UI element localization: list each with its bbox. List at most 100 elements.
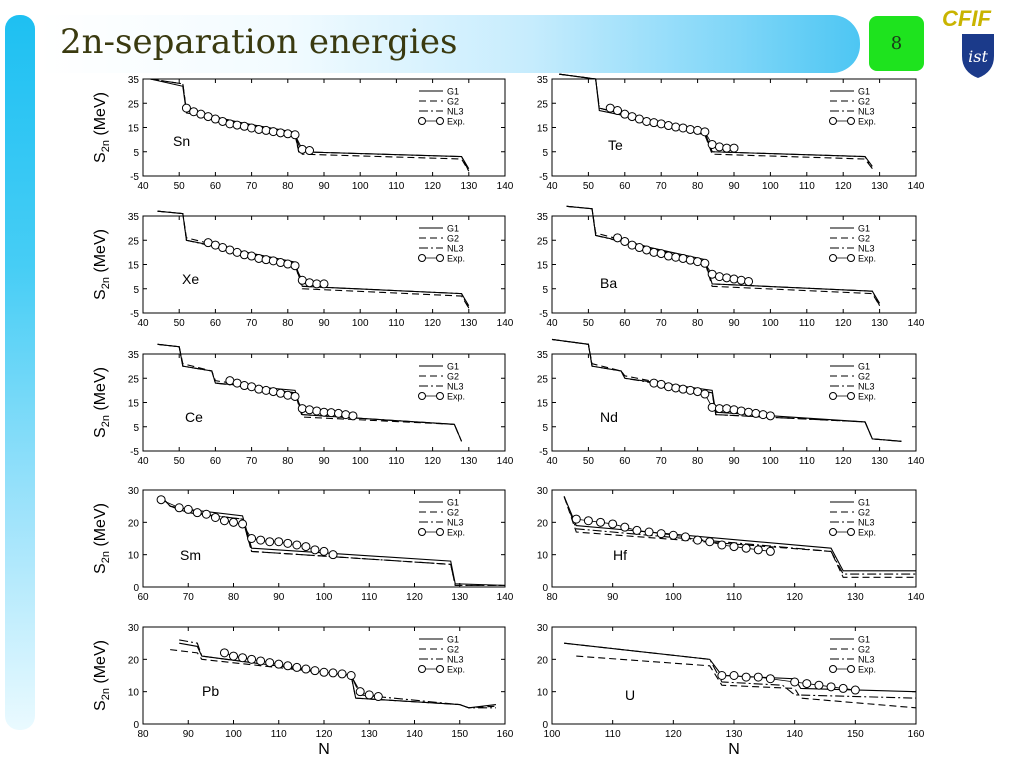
legend-entry-label: G1 xyxy=(858,87,870,97)
exp-data-point xyxy=(254,253,264,263)
element-label: Hf xyxy=(613,547,627,563)
x-tick-label: 140 xyxy=(908,456,925,467)
series-nl3-line xyxy=(551,338,902,442)
legend-exp-marker xyxy=(436,665,444,673)
exp-data-point xyxy=(239,381,249,391)
y-tick-label: 30 xyxy=(128,623,140,634)
y-tick-label: 5 xyxy=(542,285,548,296)
x-tick-label: 110 xyxy=(388,456,404,467)
x-tick-label: 110 xyxy=(799,318,815,329)
x-tick-label: 60 xyxy=(619,181,631,192)
y-tick-label: 20 xyxy=(128,655,140,666)
shield-icon xyxy=(962,34,994,78)
exp-data-point xyxy=(238,519,248,529)
exp-data-point xyxy=(685,124,695,134)
exp-data-point xyxy=(671,383,681,393)
exp-data-point xyxy=(346,671,356,680)
exp-data-point xyxy=(663,121,673,131)
exp-data-point xyxy=(790,677,800,687)
exp-data-point xyxy=(301,542,311,552)
exp-data-point xyxy=(753,545,763,555)
exp-data-point xyxy=(714,272,724,282)
x-tick-label: 70 xyxy=(656,181,668,192)
legend-exp-marker xyxy=(829,528,837,536)
legend-exp-marker xyxy=(418,117,426,125)
legend-exp-marker xyxy=(847,254,855,262)
exp-data-point xyxy=(312,406,322,416)
exp-data-point xyxy=(729,542,739,552)
legend-entry-label: G2 xyxy=(447,508,459,518)
exp-data-point xyxy=(814,680,824,690)
y-tick-label: 0 xyxy=(542,720,548,731)
x-tick-label: 140 xyxy=(786,729,803,740)
y-tick-label: -5 xyxy=(130,172,139,183)
exp-data-point xyxy=(174,503,184,513)
exp-data-point xyxy=(254,124,264,134)
y-tick-label: 5 xyxy=(542,148,548,159)
exp-data-point xyxy=(283,259,293,269)
x-tick-label: 140 xyxy=(908,181,925,192)
x-tick-label: 50 xyxy=(583,181,595,192)
exp-data-point xyxy=(620,236,630,246)
chart-panel-ce: 40 50 60 70 80 90 100 110 120 130 140 -5 5 15 25 35 S2n … xyxy=(92,343,514,467)
y-tick-label: 20 xyxy=(537,655,549,666)
y-tick-label: -5 xyxy=(130,309,139,320)
exp-data-point xyxy=(328,550,338,560)
legend-entry-label: Exp. xyxy=(447,392,465,402)
exp-data-point xyxy=(292,540,302,550)
legend-entry-label: Exp. xyxy=(858,528,876,538)
legend-entry-label: G1 xyxy=(858,224,870,234)
x-tick-label: 120 xyxy=(835,181,852,192)
legend-exp-marker xyxy=(418,254,426,262)
element-label: Ce xyxy=(185,409,203,425)
x-tick-label: 50 xyxy=(174,181,186,192)
exp-data-point xyxy=(337,669,347,679)
x-tick-label: 110 xyxy=(388,181,404,192)
exp-data-point xyxy=(319,546,329,556)
x-tick-label: 150 xyxy=(847,729,864,740)
legend-entry-label: G1 xyxy=(447,498,459,508)
legend-entry-label: NL3 xyxy=(858,518,875,528)
legend-entry-label: NL3 xyxy=(858,244,875,254)
legend-exp-marker xyxy=(847,117,855,125)
exp-data-point xyxy=(225,119,235,129)
exp-data-point xyxy=(305,405,315,415)
exp-data-point xyxy=(201,509,211,519)
legend-entry-label: G1 xyxy=(858,635,870,645)
exp-data-point xyxy=(596,517,606,527)
x-tick-label: 50 xyxy=(583,318,595,329)
exp-data-point xyxy=(700,389,710,399)
x-tick-label: 90 xyxy=(318,181,330,192)
exp-data-point xyxy=(753,672,763,682)
y-tick-label: 35 xyxy=(537,75,549,86)
element-label: Pb xyxy=(202,683,219,699)
legend-entry-label: G1 xyxy=(447,362,459,372)
x-tick-label: 90 xyxy=(728,181,740,192)
exp-data-point xyxy=(292,662,302,672)
x-tick-label: 120 xyxy=(424,318,441,329)
exp-data-point xyxy=(268,256,278,266)
series-g2-line xyxy=(157,343,463,442)
legend-entry-label: NL3 xyxy=(447,382,464,392)
x-tick-label: 130 xyxy=(871,318,888,329)
y-tick-label: 30 xyxy=(537,486,549,497)
exp-data-point xyxy=(765,546,775,556)
legend-entry-label: G2 xyxy=(858,234,870,244)
y-axis-label: S2n (MeV) xyxy=(92,92,112,163)
x-tick-label: 40 xyxy=(137,318,149,329)
exp-data-point xyxy=(765,674,775,684)
x-tick-label: 110 xyxy=(605,729,621,740)
exp-data-point xyxy=(256,535,266,545)
legend-entry-label: NL3 xyxy=(447,655,464,665)
exp-data-point xyxy=(229,651,238,661)
exp-data-point xyxy=(297,144,307,154)
x-tick-label: 150 xyxy=(451,729,468,740)
exp-data-point xyxy=(239,250,249,260)
y-tick-label: 35 xyxy=(128,350,140,361)
exp-data-point xyxy=(765,411,775,421)
x-tick-label: 120 xyxy=(406,592,423,603)
legend-exp-marker xyxy=(847,665,855,673)
exp-data-point xyxy=(700,258,710,268)
x-tick-label: 140 xyxy=(406,729,423,740)
x-tick-label: 120 xyxy=(786,592,803,603)
